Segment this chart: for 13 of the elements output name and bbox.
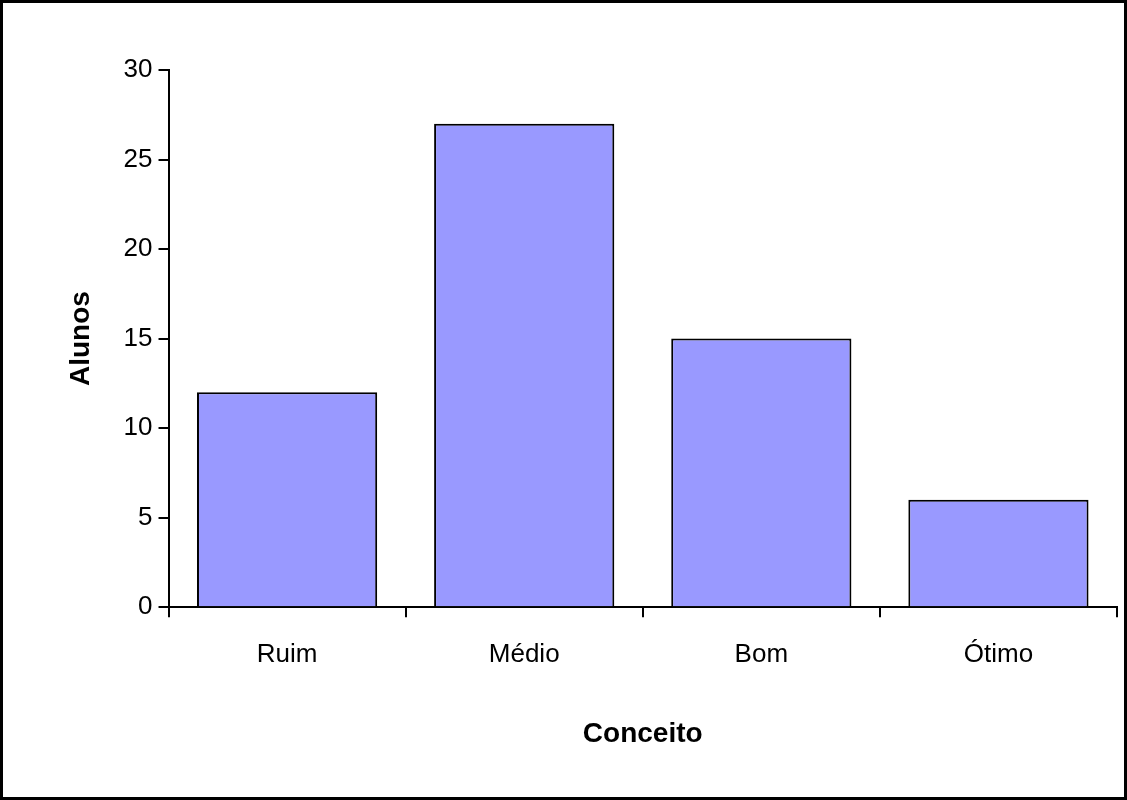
- y-tick-label: 20: [123, 232, 153, 263]
- y-tick-label: 0: [138, 590, 153, 621]
- y-tick-label: 10: [123, 411, 153, 442]
- y-tick-label: 25: [123, 142, 153, 173]
- x-tick-label: Bom: [734, 637, 789, 668]
- y-tick-label: 15: [123, 321, 153, 352]
- x-tick-label: Ótimo: [963, 637, 1034, 668]
- y-tick-label: 5: [138, 500, 153, 531]
- y-tick-label: 30: [123, 53, 153, 84]
- x-axis-title: Conceito: [582, 716, 703, 748]
- x-tick-label: Ruim: [256, 637, 318, 668]
- x-tick-label: Médio: [488, 637, 560, 668]
- y-axis-title: Alunos: [63, 291, 95, 387]
